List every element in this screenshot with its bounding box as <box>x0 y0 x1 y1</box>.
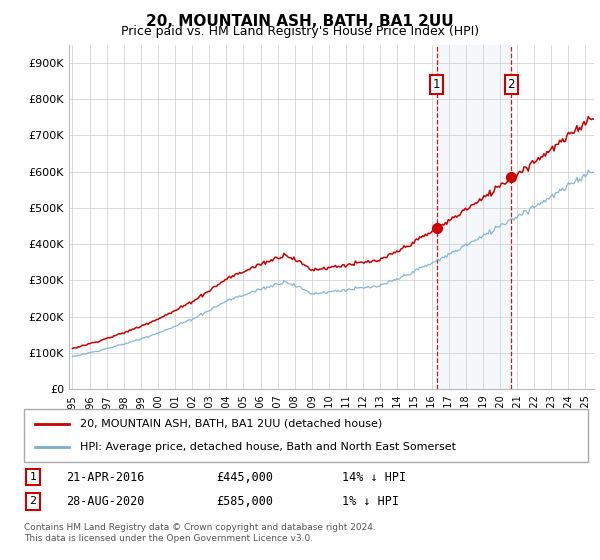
Text: 1: 1 <box>433 78 440 91</box>
FancyBboxPatch shape <box>24 409 588 462</box>
Text: 21-APR-2016: 21-APR-2016 <box>66 470 145 484</box>
Text: 28-AUG-2020: 28-AUG-2020 <box>66 494 145 508</box>
Text: 20, MOUNTAIN ASH, BATH, BA1 2UU (detached house): 20, MOUNTAIN ASH, BATH, BA1 2UU (detache… <box>80 419 383 429</box>
Text: 2: 2 <box>508 78 515 91</box>
Text: HPI: Average price, detached house, Bath and North East Somerset: HPI: Average price, detached house, Bath… <box>80 442 457 452</box>
Text: 14% ↓ HPI: 14% ↓ HPI <box>342 470 406 484</box>
Text: £445,000: £445,000 <box>216 470 273 484</box>
Text: £585,000: £585,000 <box>216 494 273 508</box>
Text: Price paid vs. HM Land Registry's House Price Index (HPI): Price paid vs. HM Land Registry's House … <box>121 25 479 38</box>
Text: Contains HM Land Registry data © Crown copyright and database right 2024.
This d: Contains HM Land Registry data © Crown c… <box>24 524 376 543</box>
Text: 1: 1 <box>29 472 37 482</box>
Bar <box>437 45 511 389</box>
Text: 2: 2 <box>29 496 37 506</box>
Text: 20, MOUNTAIN ASH, BATH, BA1 2UU: 20, MOUNTAIN ASH, BATH, BA1 2UU <box>146 14 454 29</box>
Text: 1% ↓ HPI: 1% ↓ HPI <box>342 494 399 508</box>
